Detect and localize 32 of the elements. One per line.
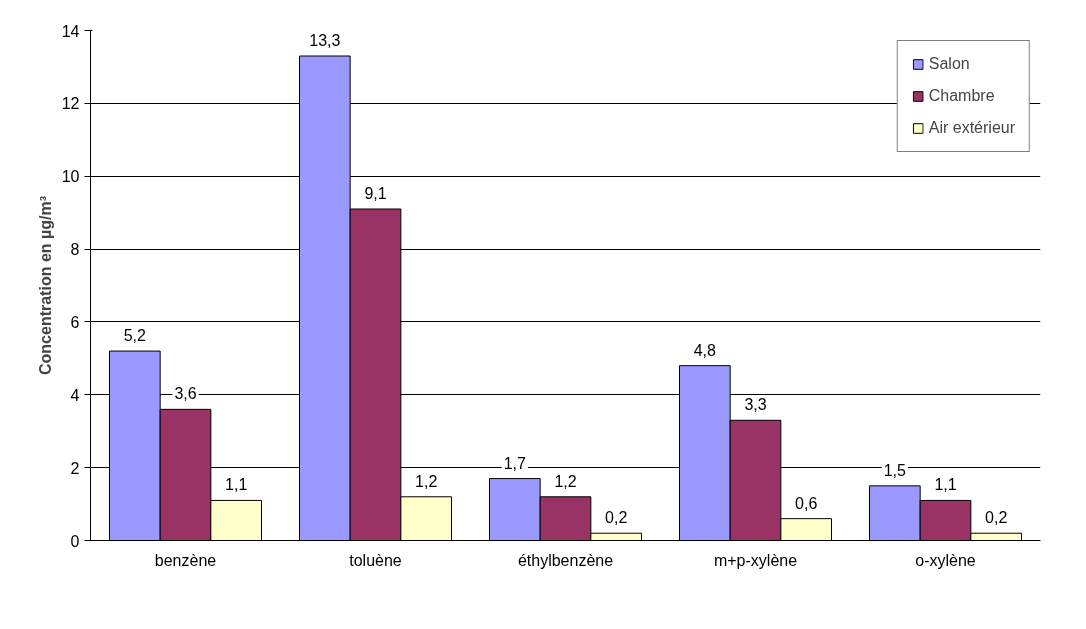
y-tick-label: 10 <box>61 168 80 186</box>
x-tick-label: toluène <box>349 551 402 569</box>
data-label: 1,1 <box>934 476 957 494</box>
y-axis-title: Concentration en µg/m³ <box>36 196 54 375</box>
y-tick-label: 2 <box>70 459 80 477</box>
data-label: 0,2 <box>605 509 628 527</box>
x-tick-label: éthylbenzène <box>517 551 614 569</box>
data-label: 4,8 <box>693 341 717 359</box>
data-label: 1,2 <box>415 472 438 490</box>
data-label: 9,1 <box>364 185 387 202</box>
data-label: 1,1 <box>225 476 248 494</box>
y-tick-label: 4 <box>70 386 80 404</box>
data-label: 3,6 <box>174 385 197 403</box>
data-label: 3,3 <box>744 396 767 414</box>
data-label: 0,2 <box>985 509 1008 527</box>
y-tick-label: 12 <box>61 95 80 113</box>
x-tick-label: benzène <box>154 551 217 569</box>
x-tick-label: o-xylène <box>915 551 976 569</box>
legend-label: Salon <box>928 55 970 73</box>
data-label: 1,7 <box>503 454 527 472</box>
legend-label: Chambre <box>928 87 995 105</box>
x-tick-label: m+p-xylène <box>713 551 798 569</box>
y-tick-label: 8 <box>70 241 80 259</box>
legend-label: Air extérieur <box>928 119 1015 137</box>
y-tick-label: 14 <box>61 22 80 40</box>
data-label: 1,2 <box>554 472 577 490</box>
data-label: 13,3 <box>309 32 341 49</box>
data-label: 5,2 <box>123 327 147 345</box>
y-tick-label: 0 <box>70 532 80 550</box>
y-tick-label: 6 <box>70 313 80 331</box>
data-label: 0,6 <box>795 494 818 512</box>
data-label: 1,5 <box>883 461 907 479</box>
